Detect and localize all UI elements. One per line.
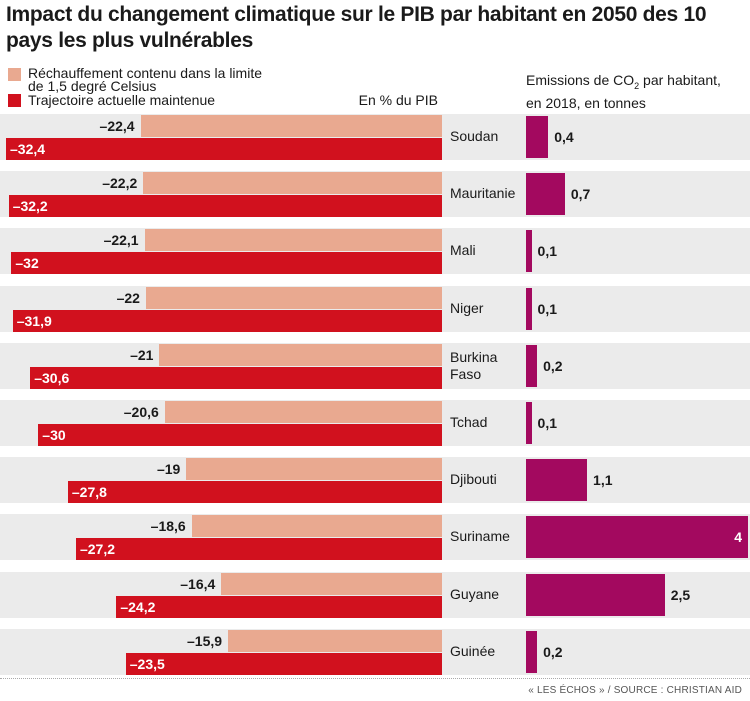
co2-header-sub: 2 <box>634 80 640 91</box>
data-label-pale: –16,4 <box>180 575 216 592</box>
country-label: Niger <box>450 299 484 316</box>
country-label: Guyane <box>450 585 500 602</box>
legend-swatch-pale <box>8 68 21 81</box>
data-label-red: –32 <box>15 255 39 272</box>
data-label-co2: 0,1 <box>537 300 558 317</box>
data-label-co2: 4 <box>734 529 742 546</box>
bar-co2-9 <box>526 630 538 673</box>
bar-pale-2 <box>144 229 442 252</box>
bar-red-9 <box>125 652 442 675</box>
bar-pale-8 <box>221 572 442 595</box>
bar-pale-6 <box>186 458 442 481</box>
data-label-co2: 0,1 <box>537 243 558 260</box>
bar-red-7 <box>75 538 442 561</box>
bar-co2-2 <box>526 230 532 273</box>
country-label: Mauritanie <box>450 185 516 202</box>
legend-label-red: Trajectoire actuelle maintenue <box>28 92 216 108</box>
data-label-pale: –15,9 <box>187 632 223 649</box>
data-label-red: –30 <box>42 427 66 443</box>
country-label: Djibouti <box>450 471 497 488</box>
bar-co2-4 <box>526 344 538 387</box>
bar-co2-5 <box>526 402 532 444</box>
footer-divider <box>0 678 750 679</box>
bar-red-4 <box>30 366 442 389</box>
bar-red-2 <box>11 252 442 275</box>
co2-header-line2: en 2018, en tonnes <box>526 94 646 111</box>
bar-red-1 <box>8 195 442 218</box>
bar-red-8 <box>116 595 442 618</box>
bar-pale-9 <box>228 629 442 652</box>
data-label-red: –23,5 <box>129 655 165 672</box>
data-label-co2: 1,1 <box>593 472 613 489</box>
unit-label: En % du PIB <box>358 92 438 108</box>
data-label-co2: 0,2 <box>543 357 563 374</box>
legend-label-pale-line1: Réchauffement contenu dans la limite <box>28 65 262 81</box>
data-label-co2: 0,4 <box>554 129 574 145</box>
data-label-pale: –19 <box>156 461 181 478</box>
bar-pale-1 <box>143 172 442 195</box>
bar-pale-3 <box>145 286 442 309</box>
bar-co2-0 <box>526 116 549 158</box>
data-label-co2: 0,2 <box>543 643 563 660</box>
bar-red-3 <box>12 309 442 332</box>
data-label-red: –27,2 <box>79 541 116 558</box>
data-label-pale: –18,6 <box>150 518 186 535</box>
data-label-pale: –22 <box>116 289 140 306</box>
bar-co2-6 <box>526 459 588 502</box>
country-label: Mali <box>450 242 476 259</box>
bar-red-5 <box>38 424 442 446</box>
bar-co2-1 <box>526 173 565 216</box>
bar-co2-3 <box>526 287 532 330</box>
data-label-pale: –20,6 <box>123 404 159 420</box>
data-label-pale: –22,4 <box>99 118 135 134</box>
bar-pale-0 <box>140 115 442 137</box>
data-label-co2: 0,7 <box>570 186 591 203</box>
data-label-pale: –22,2 <box>102 175 138 192</box>
co2-header-after: par habitant, <box>639 72 721 88</box>
data-label-pale: –22,1 <box>103 232 139 249</box>
bar-pale-4 <box>159 343 442 366</box>
bar-pale-7 <box>191 515 442 538</box>
country-label: Soudan <box>450 128 499 144</box>
data-label-red: –32,4 <box>10 141 46 157</box>
country-label: Suriname <box>450 528 510 545</box>
co2-header: Emissions de CO2 par habitant, en 2018, … <box>526 72 748 112</box>
bar-co2-7 <box>526 516 748 559</box>
country-label: Guinée <box>450 642 496 659</box>
data-label-co2: 2,5 <box>670 586 691 603</box>
bar-pale-5 <box>164 401 442 423</box>
legend-label-pale-line2: de 1,5 degré Celsius <box>28 78 157 94</box>
country-label: Burkina Faso <box>450 348 498 382</box>
data-label-red: –27,8 <box>71 484 107 501</box>
co2-header-before: Emissions de CO <box>526 72 635 88</box>
country-label: Tchad <box>450 414 488 430</box>
legend-swatch-red <box>8 94 21 107</box>
data-label-pale: –21 <box>130 346 154 363</box>
data-label-red: –24,2 <box>120 598 156 615</box>
data-label-red: –30,6 <box>34 369 70 386</box>
bar-red-6 <box>67 481 442 504</box>
bar-red-0 <box>6 138 442 160</box>
source-note: « LES ÉCHOS » / SOURCE : CHRISTIAN AID <box>528 685 742 696</box>
data-label-co2: 0,1 <box>537 415 558 431</box>
chart-title: Impact du changement climatique sur le P… <box>6 3 707 52</box>
data-label-red: –31,9 <box>16 312 52 329</box>
bar-co2-8 <box>526 573 665 616</box>
data-label-red: –32,2 <box>12 198 48 215</box>
